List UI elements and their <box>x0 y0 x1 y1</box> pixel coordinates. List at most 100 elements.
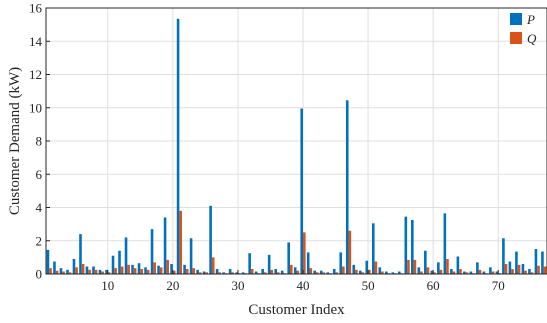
bar-q-35 <box>270 269 274 274</box>
bar-q-71 <box>504 264 508 274</box>
bar-q-12 <box>120 266 124 274</box>
bar-p-68 <box>482 271 486 274</box>
bar-p-42 <box>313 270 317 274</box>
bar-p-20 <box>170 264 173 274</box>
bar-q-45 <box>335 272 339 274</box>
bar-p-62 <box>443 213 447 274</box>
y-tick-label: 4 <box>36 200 43 215</box>
bar-q-56 <box>407 259 410 274</box>
x-tick-label: 70 <box>492 278 505 293</box>
bar-p-36 <box>274 269 277 274</box>
bar-p-4 <box>66 269 69 274</box>
bar-p-5 <box>72 259 76 274</box>
bar-q-5 <box>75 267 78 274</box>
legend-swatch-p <box>510 13 522 25</box>
bar-p-9 <box>98 269 102 274</box>
bar-p-52 <box>378 267 382 274</box>
bar-q-14 <box>133 268 137 274</box>
bar-q-51 <box>374 261 378 274</box>
bar-p-40 <box>300 108 303 274</box>
bar-p-61 <box>437 262 440 274</box>
bar-q-76 <box>537 265 540 274</box>
bar-q-17 <box>153 262 156 274</box>
bar-p-75 <box>528 269 531 274</box>
bar-p-74 <box>521 264 525 274</box>
bar-p-67 <box>476 262 479 274</box>
bar-q-77 <box>543 266 547 274</box>
bar-p-27 <box>215 269 219 274</box>
bar-q-61 <box>439 269 443 274</box>
bar-q-48 <box>355 269 358 274</box>
legend-label-p: P <box>526 12 535 27</box>
bar-p-55 <box>398 271 401 274</box>
bar-q-36 <box>276 272 280 274</box>
y-tick-label: 12 <box>29 67 42 82</box>
bar-q-69 <box>491 271 495 274</box>
bar-q-60 <box>433 272 436 274</box>
bar-p-3 <box>59 268 63 274</box>
bar-q-9 <box>101 271 104 274</box>
bar-q-24 <box>198 272 202 274</box>
bar-q-57 <box>413 259 417 274</box>
bar-p-38 <box>287 242 290 274</box>
bar-p-57 <box>411 219 414 274</box>
bar-p-64 <box>456 256 460 274</box>
bar-q-50 <box>368 269 371 274</box>
bar-p-71 <box>502 238 505 274</box>
y-tick-label: 2 <box>36 233 43 248</box>
y-tick-label: 0 <box>36 267 43 282</box>
y-tick-label: 10 <box>29 100 42 115</box>
x-tick-label: 10 <box>101 278 114 293</box>
bar-q-65 <box>465 272 469 274</box>
bar-q-3 <box>62 271 65 274</box>
bar-p-23 <box>189 238 193 274</box>
bar-q-47 <box>348 230 352 274</box>
bar-q-8 <box>94 269 98 274</box>
bar-p-33 <box>254 271 258 274</box>
bar-q-32 <box>250 269 254 274</box>
bar-p-54 <box>391 272 395 274</box>
legend-label-q: Q <box>527 31 537 46</box>
grid <box>46 7 547 275</box>
bar-p-66 <box>469 271 473 274</box>
legend: PQ <box>510 12 537 46</box>
bar-q-20 <box>172 270 176 274</box>
bar-p-39 <box>293 267 297 274</box>
bar-q-59 <box>426 267 430 274</box>
bar-p-16 <box>144 267 147 274</box>
bar-p-25 <box>202 271 206 274</box>
bar-q-38 <box>289 264 293 274</box>
x-tick-label: 60 <box>427 278 440 293</box>
bar-q-25 <box>205 272 209 274</box>
x-tick-label: 40 <box>297 278 310 293</box>
bar-p-31 <box>241 272 245 274</box>
bar-q-18 <box>159 267 163 274</box>
bar-p-11 <box>111 255 115 274</box>
bar-p-2 <box>53 261 56 274</box>
bar-q-49 <box>361 272 365 274</box>
bar-q-16 <box>146 269 150 274</box>
bar-p-77 <box>541 251 544 274</box>
bar-p-28 <box>222 272 225 274</box>
bar-p-32 <box>248 253 251 274</box>
bar-q-73 <box>517 264 521 274</box>
bar-q-1 <box>49 268 52 274</box>
bar-q-15 <box>140 269 143 274</box>
bar-p-1 <box>46 249 50 274</box>
bar-q-43 <box>322 272 326 274</box>
bar-p-19 <box>163 217 167 274</box>
bar-p-76 <box>534 249 538 274</box>
bar-q-13 <box>127 264 130 274</box>
bar-p-72 <box>508 261 512 274</box>
bar-p-22 <box>183 264 186 274</box>
bar-p-65 <box>463 271 466 274</box>
bar-q-75 <box>530 272 534 274</box>
bar-p-46 <box>339 252 343 274</box>
bar-q-40 <box>303 232 306 274</box>
bar-p-15 <box>137 263 141 274</box>
bar-p-10 <box>105 269 108 274</box>
bar-q-67 <box>478 269 482 274</box>
x-tick-label: 30 <box>231 278 244 293</box>
bar-q-39 <box>296 270 300 274</box>
bar-p-60 <box>430 270 434 274</box>
